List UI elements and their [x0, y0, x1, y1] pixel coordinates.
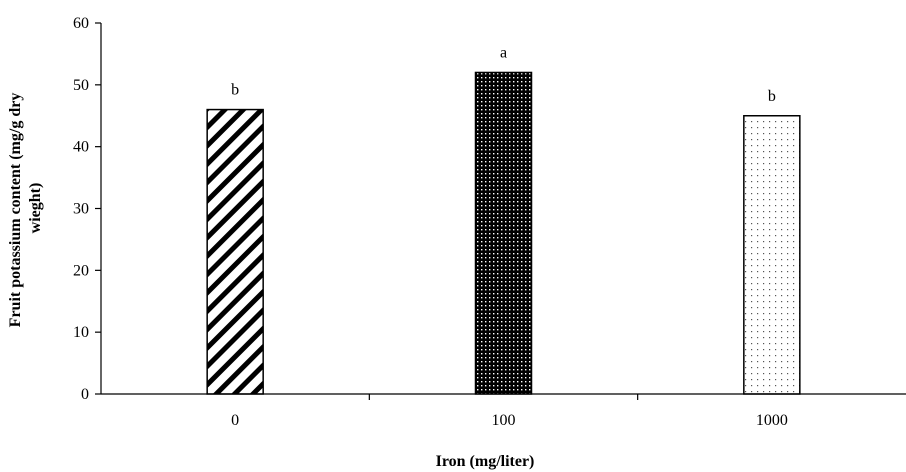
significance-letter-1000: b: [768, 88, 776, 105]
y-tick-label: 60: [73, 15, 89, 32]
y-tick-label: 20: [73, 262, 89, 279]
y-tick-label: 50: [73, 77, 89, 94]
x-tick-label: 100: [492, 412, 516, 429]
significance-letter-100: a: [500, 44, 507, 61]
bar-0: [206, 108, 264, 395]
x-ticks-group: 0 100 1000: [231, 394, 788, 429]
bar-1000: [743, 115, 801, 395]
y-axis-title-line-1: Fruit potassium content (mg/g dry: [7, 93, 24, 328]
significance-letters-group: b a b: [231, 44, 776, 104]
significance-letter-0: b: [231, 82, 239, 99]
y-tick-label: 0: [81, 386, 89, 403]
y-tick-label: 30: [73, 201, 89, 218]
x-axis-title: Iron (mg/liter): [436, 453, 535, 470]
y-axis-title-line-2: wieght): [27, 183, 44, 234]
y-axis: 0 10 20 30 40 50 60: [73, 15, 102, 403]
y-tick-label: 40: [73, 139, 89, 156]
y-tick-label: 10: [73, 324, 89, 341]
x-tick-label: 1000: [756, 412, 788, 429]
bar-100: [474, 71, 533, 395]
bars-group: [206, 71, 801, 395]
x-axis: 0 100 1000: [101, 393, 906, 429]
y-ticks-group: 0 10 20 30 40 50 60: [73, 15, 101, 403]
x-tick-label: 0: [231, 412, 239, 429]
y-axis-title: Fruit potassium content (mg/g dry wieght…: [7, 89, 44, 328]
